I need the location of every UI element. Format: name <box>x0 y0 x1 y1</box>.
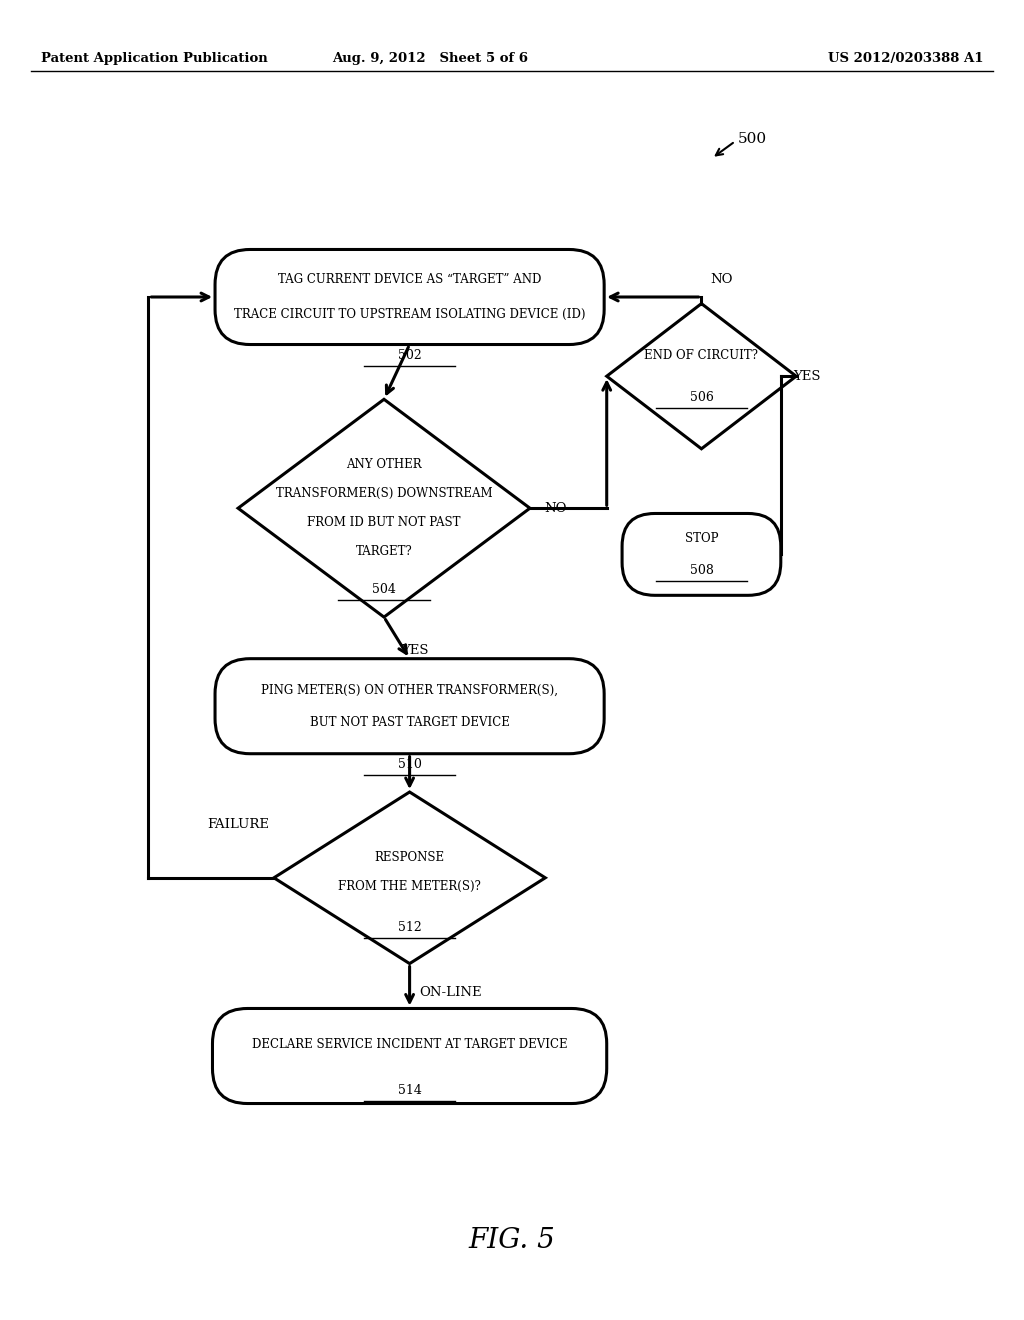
Text: RESPONSE: RESPONSE <box>375 851 444 865</box>
Text: TARGET?: TARGET? <box>355 545 413 558</box>
Text: FROM THE METER(S)?: FROM THE METER(S)? <box>338 880 481 894</box>
Text: 510: 510 <box>397 758 422 771</box>
FancyBboxPatch shape <box>213 1008 606 1104</box>
Text: TAG CURRENT DEVICE AS “TARGET” AND: TAG CURRENT DEVICE AS “TARGET” AND <box>278 273 542 286</box>
Text: YES: YES <box>793 370 820 383</box>
Text: NO: NO <box>711 273 733 286</box>
Text: FIG. 5: FIG. 5 <box>469 1228 555 1254</box>
Polygon shape <box>238 399 530 618</box>
Text: 500: 500 <box>737 132 766 145</box>
Text: 504: 504 <box>372 583 396 597</box>
Text: 508: 508 <box>689 564 714 577</box>
Text: FROM ID BUT NOT PAST: FROM ID BUT NOT PAST <box>307 516 461 529</box>
Text: END OF CIRCUIT?: END OF CIRCUIT? <box>644 348 759 362</box>
Text: FAILURE: FAILURE <box>207 818 269 832</box>
Text: DECLARE SERVICE INCIDENT AT TARGET DEVICE: DECLARE SERVICE INCIDENT AT TARGET DEVIC… <box>252 1038 567 1051</box>
Polygon shape <box>607 304 797 449</box>
Text: YES: YES <box>401 644 428 656</box>
Text: PING METER(S) ON OTHER TRANSFORMER(S),: PING METER(S) ON OTHER TRANSFORMER(S), <box>261 684 558 697</box>
Text: 502: 502 <box>397 348 422 362</box>
Text: TRANSFORMER(S) DOWNSTREAM: TRANSFORMER(S) DOWNSTREAM <box>275 487 493 500</box>
Text: 512: 512 <box>397 920 422 933</box>
Polygon shape <box>274 792 545 964</box>
Text: NO: NO <box>545 502 566 515</box>
FancyBboxPatch shape <box>215 249 604 345</box>
Text: US 2012/0203388 A1: US 2012/0203388 A1 <box>827 51 983 65</box>
Text: TRACE CIRCUIT TO UPSTREAM ISOLATING DEVICE (ID): TRACE CIRCUIT TO UPSTREAM ISOLATING DEVI… <box>233 308 586 321</box>
Text: BUT NOT PAST TARGET DEVICE: BUT NOT PAST TARGET DEVICE <box>309 715 510 729</box>
FancyBboxPatch shape <box>215 659 604 754</box>
Text: 506: 506 <box>689 391 714 404</box>
Text: Aug. 9, 2012   Sheet 5 of 6: Aug. 9, 2012 Sheet 5 of 6 <box>332 51 528 65</box>
Text: 514: 514 <box>397 1084 422 1097</box>
Text: Patent Application Publication: Patent Application Publication <box>41 51 267 65</box>
FancyBboxPatch shape <box>623 513 781 595</box>
Text: STOP: STOP <box>685 532 718 545</box>
Text: ON-LINE: ON-LINE <box>419 986 482 999</box>
Text: ANY OTHER: ANY OTHER <box>346 458 422 471</box>
